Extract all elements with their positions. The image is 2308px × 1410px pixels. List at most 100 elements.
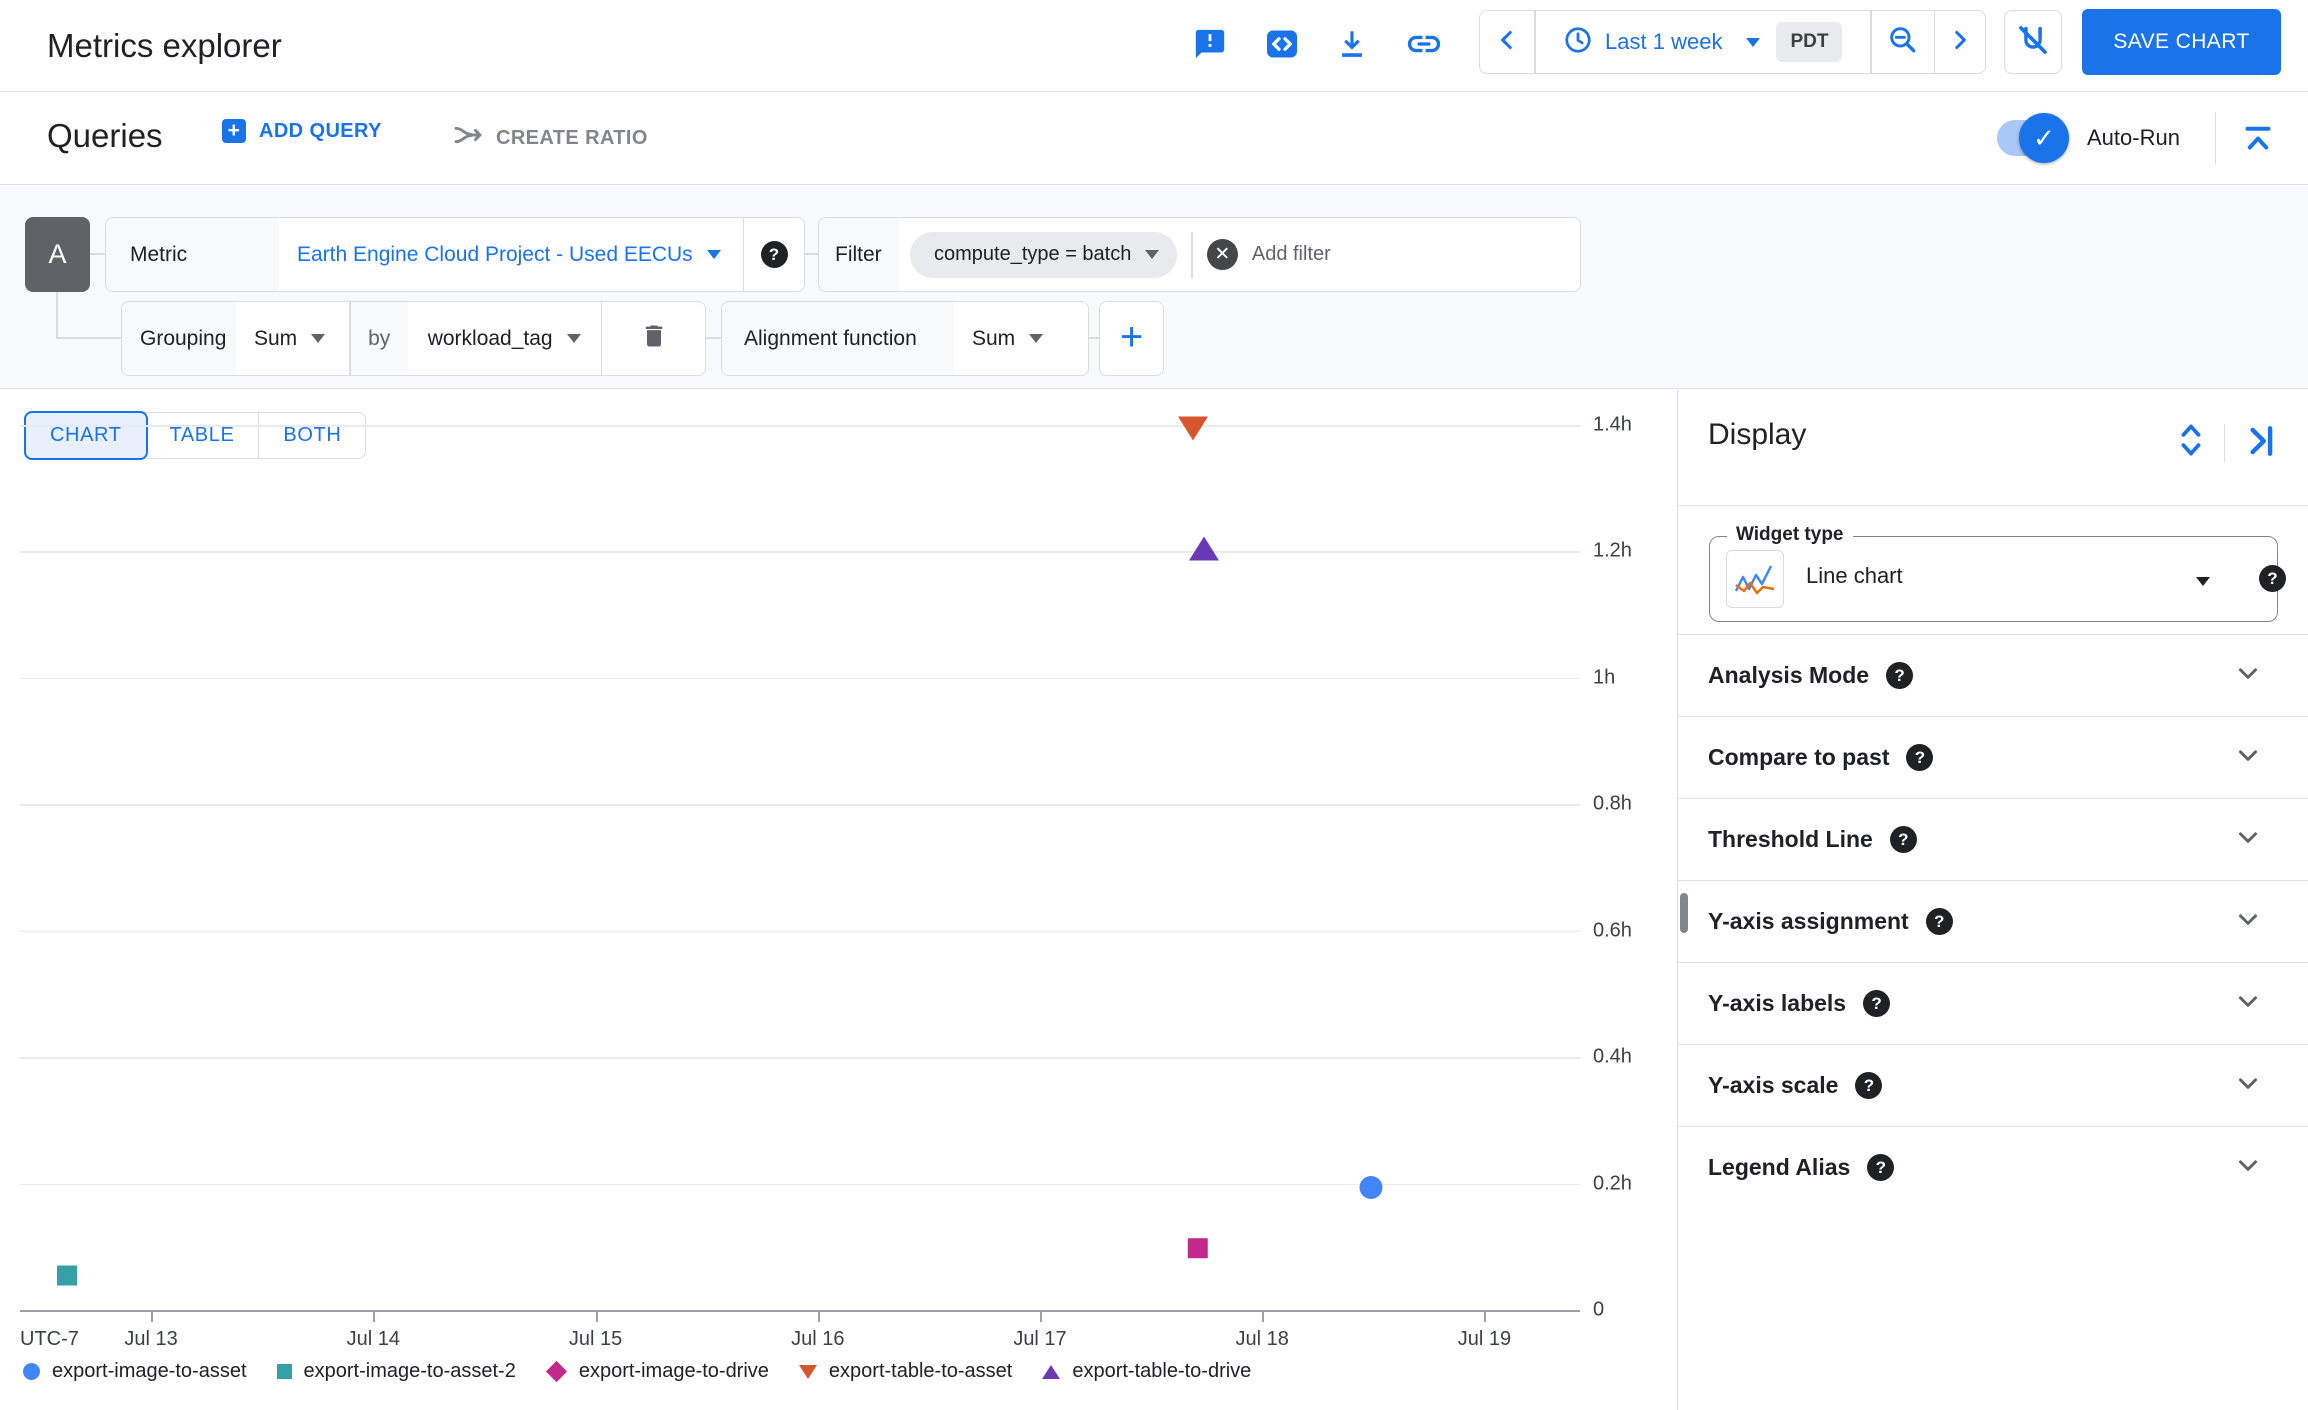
divider <box>2224 424 2225 462</box>
unfold-icon <box>2173 424 2209 464</box>
chevron-down-icon <box>2233 822 2263 857</box>
close-icon: ✕ <box>1214 244 1231 265</box>
time-range-value: Last 1 week <box>1605 29 1723 54</box>
plus-icon: + <box>222 119 246 143</box>
widget-type-selector[interactable]: Widget type Line chart ? <box>1709 524 2286 622</box>
section-analysis-mode[interactable]: Analysis Mode? <box>1678 634 2308 716</box>
auto-run-toggle[interactable]: ✓ <box>1997 113 2069 163</box>
section-compare-to-past[interactable]: Compare to past? <box>1678 716 2308 798</box>
save-chart-button[interactable]: SAVE CHART <box>2082 9 2281 75</box>
widget-type-help-button[interactable]: ? <box>2259 565 2286 592</box>
divider <box>349 302 351 375</box>
group-by-dropdown[interactable]: workload_tag <box>408 327 601 351</box>
alignment-dropdown[interactable]: Sum <box>954 327 1061 351</box>
y-axis-tick-label: 0.6h <box>1593 919 1632 942</box>
section-y-axis-assignment[interactable]: Y-axis assignment? <box>1678 880 2308 962</box>
share-link-button[interactable] <box>1400 22 1448 70</box>
time-forward-button[interactable] <box>1935 11 1985 73</box>
download-button[interactable] <box>1328 22 1376 70</box>
expand-collapse-sections-button[interactable] <box>2173 420 2209 465</box>
square-marker-icon <box>276 1364 292 1379</box>
diamond-marker-icon <box>545 1360 567 1383</box>
create-ratio-button[interactable]: CREATE RATIO <box>452 119 648 157</box>
auto-run-control: ✓ Auto-Run <box>1997 113 2180 163</box>
x-axis-tick <box>1262 1310 1265 1322</box>
view-tab-table[interactable]: TABLE <box>146 413 260 458</box>
help-icon: ? <box>2259 565 2286 592</box>
help-icon[interactable]: ? <box>1906 744 1934 771</box>
chevron-down-icon <box>2233 1150 2263 1185</box>
help-icon[interactable]: ? <box>1863 990 1891 1017</box>
view-tab-both[interactable]: BOTH <box>283 424 342 446</box>
dropdown-arrow-icon <box>566 334 581 343</box>
metric-value: Earth Engine Cloud Project - Used EECUs <box>297 242 693 266</box>
x-axis-tick-label: Jul 19 <box>1457 1328 1512 1350</box>
divider <box>742 218 744 291</box>
x-axis-tick-label: Jul 14 <box>346 1328 401 1350</box>
remove-filter-button[interactable]: ✕ <box>1206 239 1238 270</box>
x-axis-tick-label: Jul 15 <box>568 1328 623 1350</box>
help-icon[interactable]: ? <box>1867 1154 1895 1181</box>
data-point-export-image-to-drive[interactable] <box>1180 1234 1212 1266</box>
time-range-dropdown[interactable]: Last 1 week PDT <box>1536 11 1871 73</box>
legend-item-export-image-to-drive[interactable]: export-image-to-drive <box>545 1360 769 1383</box>
section-y-axis-labels[interactable]: Y-axis labels? <box>1678 962 2308 1044</box>
legend-item-export-image-to-asset[interactable]: export-image-to-asset <box>23 1360 247 1383</box>
metric-help-button[interactable]: ? <box>744 241 804 268</box>
view-code-button[interactable] <box>1258 22 1306 70</box>
divider <box>1678 505 2308 506</box>
zoom-out-button[interactable] <box>1872 11 1934 73</box>
help-icon[interactable]: ? <box>1925 908 1953 935</box>
data-point-export-table-to-asset[interactable] <box>1178 416 1209 446</box>
section-threshold-line[interactable]: Threshold Line? <box>1678 798 2308 880</box>
grouping-dropdown[interactable]: Sum <box>236 327 349 351</box>
add-filter-input[interactable] <box>1251 243 1492 266</box>
legend-item-export-table-to-drive[interactable]: export-table-to-drive <box>1042 1360 1251 1383</box>
chevron-down-icon <box>2233 658 2263 693</box>
y-axis-tick-label: 0 <box>1593 1298 1605 1321</box>
time-back-button[interactable] <box>1480 11 1534 73</box>
y-axis-tick-label: 0.4h <box>1593 1045 1632 1068</box>
dropdown-arrow-icon <box>311 334 326 343</box>
section-label: Legend Alias <box>1708 1154 1851 1180</box>
y-axis-tick-label: 1.4h <box>1593 413 1632 436</box>
plus-icon: + <box>1119 314 1144 359</box>
by-label: by <box>350 302 408 375</box>
collapse-panel-button[interactable] <box>2240 422 2278 465</box>
help-icon[interactable]: ? <box>1886 662 1914 689</box>
filter-chip[interactable]: compute_type = batch <box>910 231 1178 278</box>
metric-dropdown[interactable]: Earth Engine Cloud Project - Used EECUs <box>279 243 743 267</box>
link-icon <box>1405 25 1443 68</box>
help-icon[interactable]: ? <box>1855 1072 1883 1099</box>
snap-zoom-toggle-button[interactable] <box>2004 10 2062 74</box>
view-tab-chart[interactable]: CHART <box>24 411 148 460</box>
legend-label: export-image-to-asset-2 <box>303 1360 516 1382</box>
add-query-label: ADD QUERY <box>259 119 382 142</box>
divider <box>600 302 603 375</box>
grouping-value: Sum <box>254 326 298 350</box>
filter-chip-text: compute_type = batch <box>934 243 1132 265</box>
section-label: Y-axis labels <box>1708 990 1847 1016</box>
data-point-export-image-to-asset-2[interactable] <box>56 1265 77 1291</box>
collapse-queries-button[interactable] <box>2240 122 2276 158</box>
scrollbar-thumb[interactable] <box>1680 893 1688 933</box>
add-step-button[interactable]: + <box>1099 301 1164 376</box>
data-point-export-table-to-drive[interactable] <box>1189 536 1220 566</box>
x-axis-tick-label: Jul 17 <box>1013 1328 1067 1350</box>
query-builder-section: A Metric Earth Engine Cloud Project - Us… <box>0 186 2308 571</box>
section-y-axis-scale[interactable]: Y-axis scale? <box>1678 1044 2308 1126</box>
section-legend-alias[interactable]: Legend Alias? <box>1678 1126 2308 1208</box>
legend-item-export-table-to-asset[interactable]: export-table-to-asset <box>798 1360 1012 1383</box>
connector-line <box>90 253 105 255</box>
timezone-badge: PDT <box>1776 22 1843 62</box>
add-query-button[interactable]: + ADD QUERY <box>222 119 382 143</box>
group-by-value: workload_tag <box>427 326 553 350</box>
data-point-export-image-to-asset[interactable] <box>1359 1175 1383 1204</box>
help-icon[interactable]: ? <box>1889 826 1917 853</box>
circle-marker-icon <box>23 1363 40 1380</box>
remove-grouping-button[interactable] <box>602 321 705 356</box>
legend-item-export-image-to-asset-2[interactable]: export-image-to-asset-2 <box>276 1360 516 1383</box>
feedback-button[interactable] <box>1186 22 1234 70</box>
legend-label: export-image-to-drive <box>578 1360 769 1382</box>
